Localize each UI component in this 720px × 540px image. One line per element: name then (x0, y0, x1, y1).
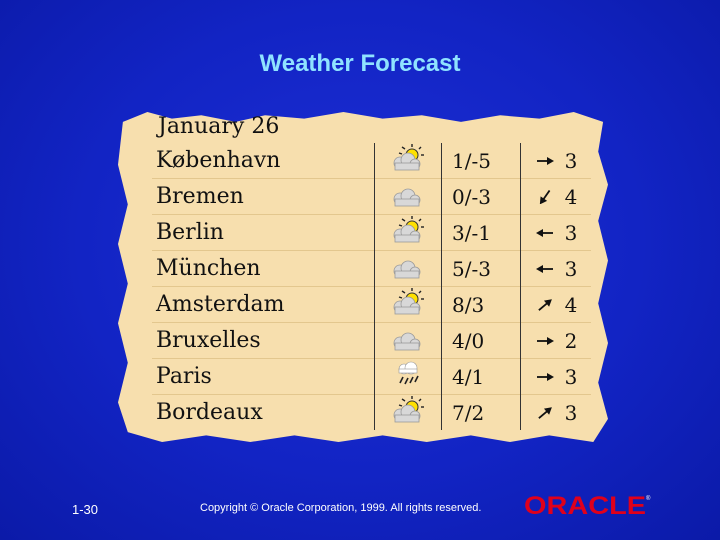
sun-cloud-icon (374, 214, 442, 251)
temperature: 5/-3 (441, 250, 521, 287)
wind-speed: 3 (564, 220, 578, 245)
table-row: Berlin 3/-1 3 (152, 214, 591, 251)
table-row: Paris 4/1 3 (152, 358, 591, 395)
cloud-icon (374, 250, 442, 287)
city-name: Bruxelles (152, 322, 375, 359)
table-row: Bruxelles 4/0 2 (152, 322, 591, 359)
rain-icon (374, 358, 442, 395)
copyright-text: Copyright © Oracle Corporation, 1999. Al… (200, 502, 482, 514)
wind-arrow-icon (535, 293, 555, 317)
sun-cloud-icon (374, 286, 442, 323)
table-row: København 1/-5 3 (152, 143, 591, 179)
temperature: 4/1 (441, 358, 521, 395)
temperature: 7/2 (441, 394, 521, 430)
temperature: 3/-1 (441, 214, 521, 251)
wind-cell: 4 (520, 286, 591, 323)
table-row: Bordeaux 7/2 3 (152, 394, 591, 430)
svg-text:®: ® (646, 495, 651, 502)
city-name: Paris (152, 358, 375, 395)
slide-title: Weather Forecast (259, 50, 461, 77)
forecast-table: København 1/-5 3 Bremen 0/-3 4 Berlin 3/-1 3 Münc… (152, 143, 591, 430)
city-name: Bordeaux (152, 394, 375, 430)
wind-arrow-icon (535, 185, 555, 209)
sun-cloud-icon (374, 143, 442, 179)
wind-cell: 3 (520, 250, 591, 287)
temperature: 1/-5 (441, 143, 521, 179)
svg-text:ORACLE: ORACLE (524, 492, 646, 518)
city-name: Bremen (152, 178, 375, 215)
wind-arrow-icon (535, 329, 555, 353)
city-name: Amsterdam (152, 286, 375, 323)
cloud-icon (374, 322, 442, 359)
wind-speed: 2 (564, 328, 578, 353)
wind-arrow-icon (535, 257, 555, 281)
wind-arrow-icon (535, 401, 555, 425)
temperature: 0/-3 (441, 178, 521, 215)
wind-cell: 3 (521, 143, 592, 179)
wind-arrow-icon (535, 149, 555, 173)
table-row: Amsterdam 8/3 4 (152, 286, 591, 323)
sun-cloud-icon (374, 394, 442, 430)
forecast-date: January 26 (158, 114, 280, 139)
wind-speed: 4 (564, 184, 578, 209)
wind-speed: 3 (564, 148, 578, 173)
city-name: København (156, 148, 281, 173)
wind-cell: 2 (520, 322, 591, 359)
city-name: München (152, 250, 375, 287)
wind-arrow-icon (535, 221, 555, 245)
temperature: 4/0 (441, 322, 521, 359)
cloud-icon (374, 178, 442, 215)
oracle-logo: ORACLE ® (524, 492, 651, 518)
wind-speed: 3 (564, 400, 578, 425)
temperature: 8/3 (441, 286, 521, 323)
wind-arrow-icon (535, 365, 555, 389)
wind-cell: 4 (520, 178, 591, 215)
city-name: Berlin (152, 214, 375, 251)
wind-speed: 4 (564, 292, 578, 317)
table-row: München 5/-3 3 (152, 250, 591, 287)
table-row: Bremen 0/-3 4 (152, 178, 591, 215)
wind-speed: 3 (564, 256, 578, 281)
slide-number: 1-30 (72, 502, 99, 517)
wind-cell: 3 (520, 214, 591, 251)
wind-cell: 3 (520, 394, 591, 430)
wind-speed: 3 (564, 364, 578, 389)
wind-cell: 3 (520, 358, 591, 395)
